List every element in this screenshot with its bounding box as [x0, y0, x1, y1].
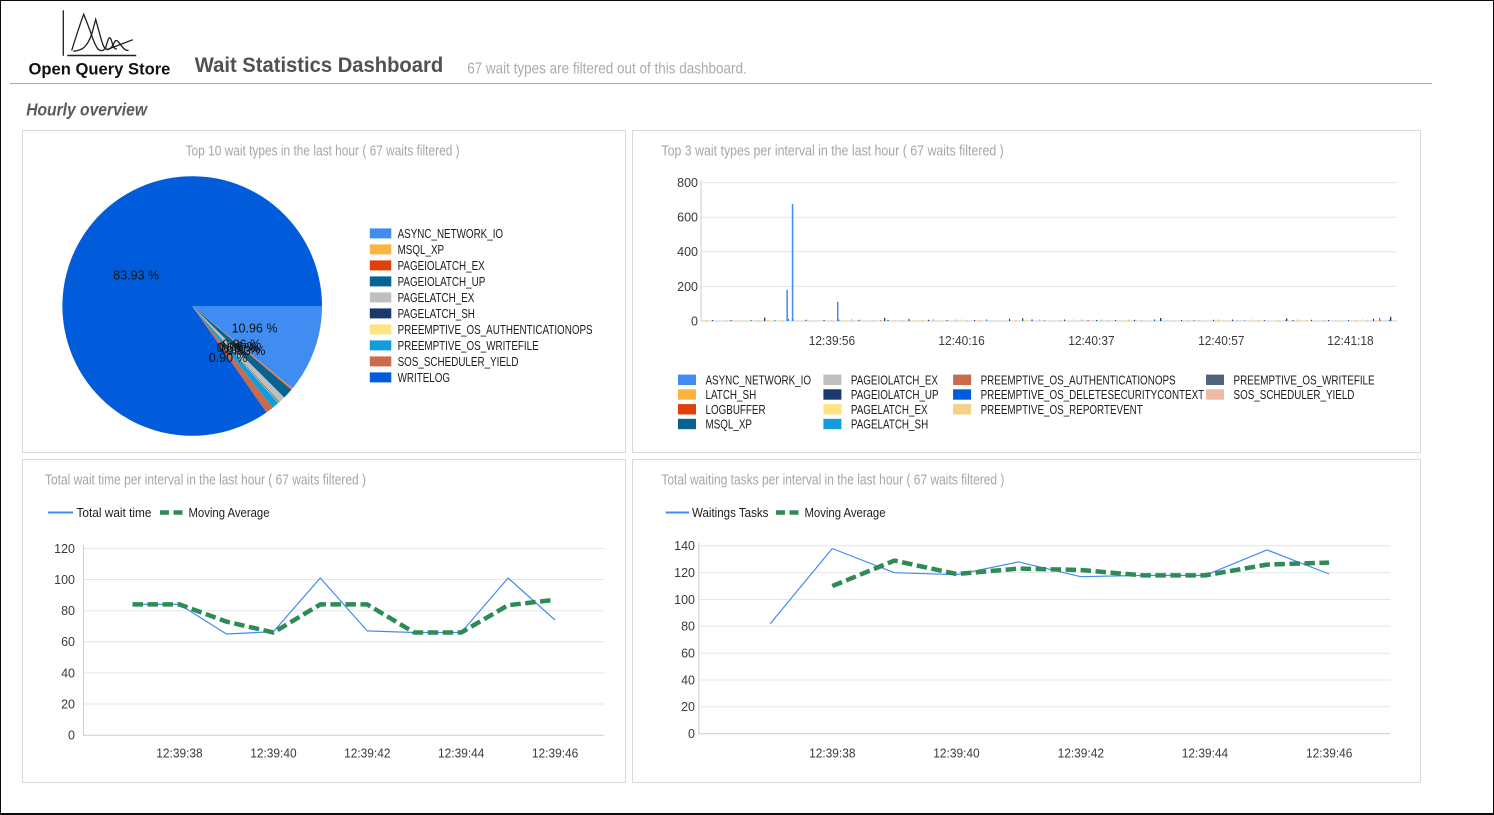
svg-text:PAGELATCH_SH: PAGELATCH_SH — [850, 416, 927, 431]
svg-text:400: 400 — [677, 245, 698, 259]
svg-text:ASYNC_NETWORK_IO: ASYNC_NETWORK_IO — [705, 372, 811, 387]
svg-text:20: 20 — [61, 697, 75, 711]
svg-text:800: 800 — [677, 176, 698, 190]
svg-text:SOS_SCHEDULER_YIELD: SOS_SCHEDULER_YIELD — [1233, 387, 1354, 402]
svg-text:67 wait types are filtered out: 67 wait types are filtered out of this d… — [467, 60, 747, 77]
svg-text:12:39:38: 12:39:38 — [156, 746, 202, 760]
svg-text:PAGEIOLATCH_UP: PAGEIOLATCH_UP — [850, 387, 938, 402]
svg-text:12:39:38: 12:39:38 — [809, 746, 855, 760]
svg-text:Open Query Store: Open Query Store — [28, 59, 170, 78]
svg-text:ASYNC_NETWORK_IO: ASYNC_NETWORK_IO — [397, 226, 503, 241]
svg-text:0: 0 — [688, 727, 695, 741]
svg-text:MSQL_XP: MSQL_XP — [397, 242, 444, 257]
svg-text:Total wait time per interval i: Total wait time per interval in the last… — [45, 471, 366, 488]
svg-text:140: 140 — [674, 539, 695, 553]
svg-text:SOS_SCHEDULER_YIELD: SOS_SCHEDULER_YIELD — [397, 354, 518, 369]
svg-text:12:39:44: 12:39:44 — [438, 746, 484, 760]
svg-text:12:39:42: 12:39:42 — [344, 746, 390, 760]
svg-text:MSQL_XP: MSQL_XP — [705, 416, 752, 431]
svg-text:12:40:57: 12:40:57 — [1198, 334, 1244, 348]
svg-text:PAGELATCH_EX: PAGELATCH_EX — [850, 401, 927, 416]
svg-text:40: 40 — [61, 666, 75, 680]
svg-text:PREEMPTIVE_OS_WRITEFILE: PREEMPTIVE_OS_WRITEFILE — [1233, 372, 1374, 387]
svg-text:0.83 %: 0.83 % — [226, 344, 265, 358]
svg-text:100: 100 — [54, 572, 75, 586]
svg-text:12:41:18: 12:41:18 — [1327, 334, 1373, 348]
svg-text:PAGEIOLATCH_UP: PAGEIOLATCH_UP — [397, 274, 485, 289]
svg-text:LOGBUFFER: LOGBUFFER — [705, 401, 765, 416]
svg-text:Total wait time: Total wait time — [76, 505, 151, 520]
svg-text:12:39:40: 12:39:40 — [250, 746, 296, 760]
svg-text:120: 120 — [54, 541, 75, 555]
svg-text:0: 0 — [68, 728, 75, 742]
svg-text:12:40:37: 12:40:37 — [1068, 334, 1114, 348]
svg-text:PREEMPTIVE_OS_WRITEFILE: PREEMPTIVE_OS_WRITEFILE — [397, 338, 538, 353]
svg-text:Wait Statistics Dashboard: Wait Statistics Dashboard — [194, 53, 442, 77]
svg-text:WRITELOG: WRITELOG — [397, 370, 450, 385]
svg-text:12:39:56: 12:39:56 — [808, 334, 854, 348]
svg-text:PREEMPTIVE_OS_AUTHENTICATIONOP: PREEMPTIVE_OS_AUTHENTICATIONOPS — [980, 372, 1175, 387]
svg-text:Moving Average: Moving Average — [188, 505, 269, 520]
svg-text:0.10 %: 0.10 % — [221, 342, 260, 356]
svg-text:80: 80 — [681, 619, 695, 633]
svg-text:Top 3 wait types per interval: Top 3 wait types per interval in the las… — [661, 142, 1003, 159]
svg-text:PAGEIOLATCH_EX: PAGEIOLATCH_EX — [850, 372, 937, 387]
svg-text:20: 20 — [681, 700, 695, 714]
svg-text:80: 80 — [61, 604, 75, 618]
svg-text:Top 10 wait types in the last: Top 10 wait types in the last hour ( 67 … — [185, 142, 459, 159]
svg-text:83.93 %: 83.93 % — [113, 268, 159, 282]
svg-text:60: 60 — [61, 635, 75, 649]
svg-text:12:39:44: 12:39:44 — [1181, 746, 1227, 760]
svg-text:0.06 %: 0.06 % — [219, 339, 258, 353]
svg-text:12:39:42: 12:39:42 — [1057, 746, 1103, 760]
svg-text:600: 600 — [677, 210, 698, 224]
svg-text:100: 100 — [674, 592, 695, 606]
svg-text:40: 40 — [681, 673, 695, 687]
svg-text:PREEMPTIVE_OS_AUTHENTICATIONOP: PREEMPTIVE_OS_AUTHENTICATIONOPS — [397, 322, 592, 337]
svg-text:LATCH_SH: LATCH_SH — [705, 387, 756, 402]
svg-text:60: 60 — [681, 646, 695, 660]
svg-text:0.06 %: 0.06 % — [216, 341, 255, 355]
svg-text:120: 120 — [674, 566, 695, 580]
svg-text:0.96 %: 0.96 % — [222, 337, 261, 351]
svg-text:12:39:46: 12:39:46 — [1306, 746, 1352, 760]
svg-text:200: 200 — [677, 279, 698, 293]
svg-text:PREEMPTIVE_OS_DELETESECURITYCO: PREEMPTIVE_OS_DELETESECURITYCONTEXT — [980, 387, 1204, 402]
svg-text:PAGELATCH_EX: PAGELATCH_EX — [397, 290, 474, 305]
svg-text:PREEMPTIVE_OS_REPORTEVENT: PREEMPTIVE_OS_REPORTEVENT — [980, 401, 1142, 416]
svg-text:Total waiting tasks per interv: Total waiting tasks per interval in the … — [661, 471, 1004, 488]
svg-text:12:39:46: 12:39:46 — [531, 746, 577, 760]
svg-text:12:40:16: 12:40:16 — [938, 334, 984, 348]
svg-text:0.90 %: 0.90 % — [208, 350, 247, 364]
svg-text:0: 0 — [691, 314, 698, 328]
svg-text:PAGELATCH_SH: PAGELATCH_SH — [397, 306, 474, 321]
svg-text:10.96 %: 10.96 % — [231, 321, 277, 335]
svg-text:PAGEIOLATCH_EX: PAGEIOLATCH_EX — [397, 258, 484, 273]
svg-text:Moving Average: Moving Average — [804, 505, 885, 520]
svg-text:12:39:40: 12:39:40 — [933, 746, 979, 760]
svg-text:Waitings Tasks: Waitings Tasks — [692, 505, 769, 520]
svg-text:Hourly overview: Hourly overview — [26, 99, 148, 119]
